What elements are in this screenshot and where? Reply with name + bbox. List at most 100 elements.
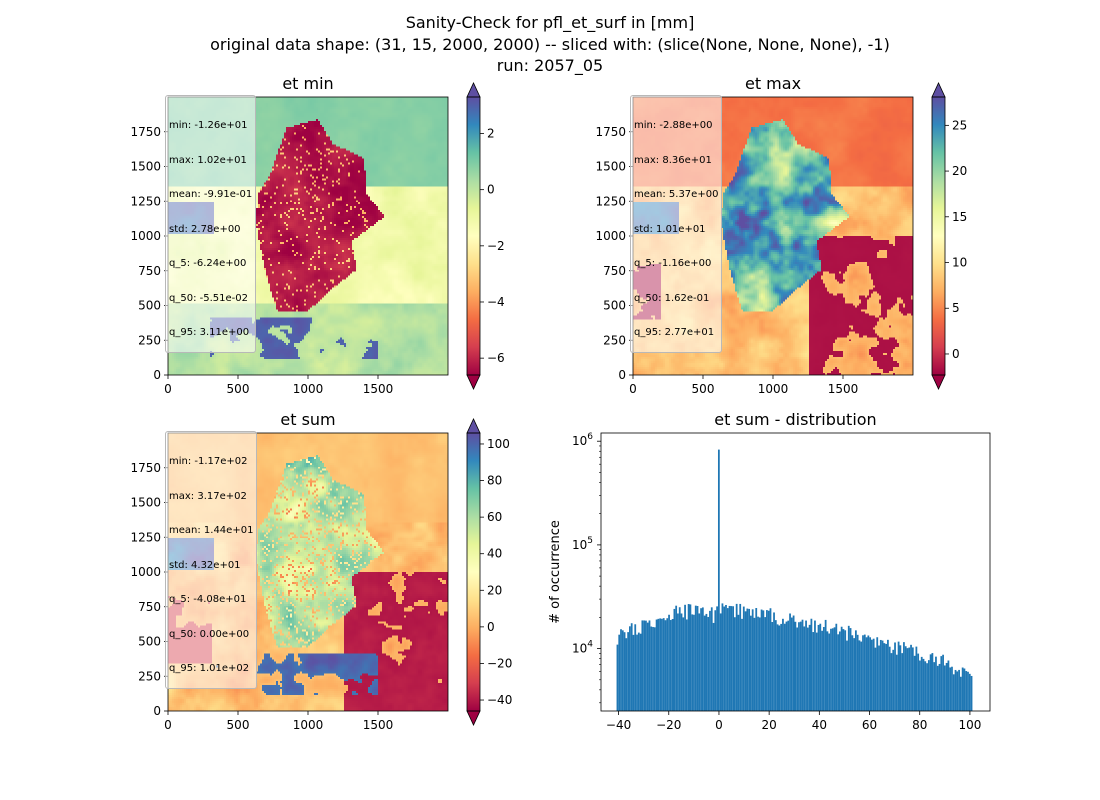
- y-tick-label: 1000: [130, 229, 161, 243]
- histogram-bar: [794, 621, 797, 711]
- colorbar-extend-max: [466, 418, 481, 434]
- histogram-bar: [901, 653, 904, 711]
- histogram-bar: [858, 640, 861, 711]
- x-tick-label: 0: [629, 382, 637, 396]
- histogram-bar: [919, 660, 921, 711]
- histogram-bar: [632, 634, 635, 711]
- histogram-bar: [725, 604, 727, 711]
- histogram-bar: [650, 626, 653, 711]
- histogram-bar: [680, 613, 683, 711]
- histogram-bar: [959, 676, 962, 711]
- x-tick-label: 40: [812, 718, 827, 732]
- histogram-bar: [671, 618, 674, 711]
- histogram-bar: [636, 634, 638, 711]
- x-tick-label: 0: [715, 718, 723, 732]
- histogram-bar: [645, 620, 647, 711]
- histogram-bar: [970, 675, 973, 711]
- colorbar-extend-max: [931, 82, 946, 98]
- histogram-bar: [906, 648, 909, 711]
- histogram-bar: [741, 618, 743, 711]
- colorbar-tick-label: 40: [487, 547, 502, 561]
- histogram-bar: [821, 630, 823, 711]
- histogram-bar: [757, 616, 759, 711]
- colorbar-frame: [466, 432, 481, 712]
- histogram-bar: [894, 642, 896, 711]
- colorbar-tick-label: 60: [487, 510, 502, 524]
- histogram-bar: [799, 621, 802, 711]
- histogram-bar: [739, 603, 742, 711]
- y-tick-label: 106: [572, 432, 593, 448]
- histogram-bar: [883, 643, 886, 711]
- histogram-bar: [753, 617, 756, 711]
- y-tick-label: 0: [618, 368, 626, 382]
- histogram-bar: [856, 634, 859, 711]
- histogram-bar: [620, 629, 622, 711]
- histogram-bar: [952, 674, 955, 711]
- histogram-bar: [634, 624, 637, 711]
- histogram-bar: [949, 667, 952, 711]
- histogram-bar: [956, 671, 959, 711]
- histogram-bar: [646, 622, 649, 711]
- histogram-bar: [629, 626, 631, 711]
- histogram-bar: [865, 637, 868, 711]
- x-tick-label: 1000: [758, 382, 789, 396]
- colorbar-tick-label: −40: [487, 693, 512, 707]
- histogram-bar: [844, 630, 847, 711]
- histogram-bar: [824, 619, 827, 711]
- colorbar: [467, 433, 480, 711]
- histogram-bar: [762, 610, 765, 711]
- histogram-bar: [904, 646, 907, 711]
- histogram-bar: [951, 666, 953, 711]
- histogram-bar: [849, 628, 852, 711]
- histogram-bar: [792, 615, 795, 711]
- histogram-bar: [967, 671, 969, 711]
- histogram-bar: [805, 620, 807, 711]
- histogram-bar: [717, 449, 720, 711]
- x-tick-label: 1000: [293, 718, 324, 732]
- colorbar-tick-label: 0: [487, 183, 495, 197]
- histogram-bar: [885, 643, 888, 711]
- histogram-bar: [689, 604, 692, 711]
- histogram-bar: [854, 630, 857, 711]
- histogram-bar: [822, 627, 825, 711]
- histogram-bar: [776, 624, 779, 711]
- stat-line: min: -1.26e+01: [169, 120, 248, 131]
- histogram-bar: [840, 626, 843, 711]
- histogram-bar: [652, 627, 654, 711]
- histogram-bar: [881, 640, 884, 711]
- histogram-bar: [943, 665, 946, 711]
- histogram-ylabel: # of occurrence: [548, 520, 563, 624]
- x-tick-label: 1500: [828, 382, 859, 396]
- histogram-bar: [931, 653, 934, 711]
- histogram-bar: [703, 615, 706, 711]
- stat-line: q_50: 1.62e-01: [634, 292, 710, 304]
- histogram-bar: [627, 632, 630, 711]
- histogram-bar: [862, 635, 864, 711]
- histogram-bar: [755, 608, 758, 711]
- histogram-bar: [661, 618, 663, 711]
- histogram-bar: [782, 618, 784, 711]
- y-tick-label: 750: [138, 600, 161, 614]
- x-tick-label: −20: [656, 718, 681, 732]
- histogram-bar: [732, 606, 734, 711]
- y-tick-label: 500: [603, 299, 626, 313]
- histogram-bar: [710, 607, 713, 711]
- y-tick-label: 250: [138, 333, 161, 347]
- histogram-bar: [874, 647, 877, 711]
- x-tick-label: 1500: [363, 718, 394, 732]
- histogram-bar: [910, 644, 912, 711]
- histogram-axes-frame: [600, 432, 991, 712]
- stat-line: max: 3.17e+02: [169, 490, 247, 502]
- stat-line: mean: 5.37e+00: [634, 189, 719, 200]
- histogram-bar: [666, 618, 669, 711]
- histogram-bar: [915, 646, 918, 711]
- histogram-bar: [693, 614, 695, 711]
- histogram-bar: [917, 653, 920, 711]
- stat-line: q_95: 2.77e+01: [634, 327, 715, 338]
- colorbar-tick-label: 20: [487, 583, 502, 597]
- x-tick-label: 0: [164, 718, 172, 732]
- stat-line: q_5: -1.16e+00: [634, 258, 712, 269]
- histogram-bar: [897, 641, 900, 711]
- y-tick-label: 1500: [130, 160, 161, 174]
- stat-line: q_50: -5.51e-02: [169, 292, 248, 304]
